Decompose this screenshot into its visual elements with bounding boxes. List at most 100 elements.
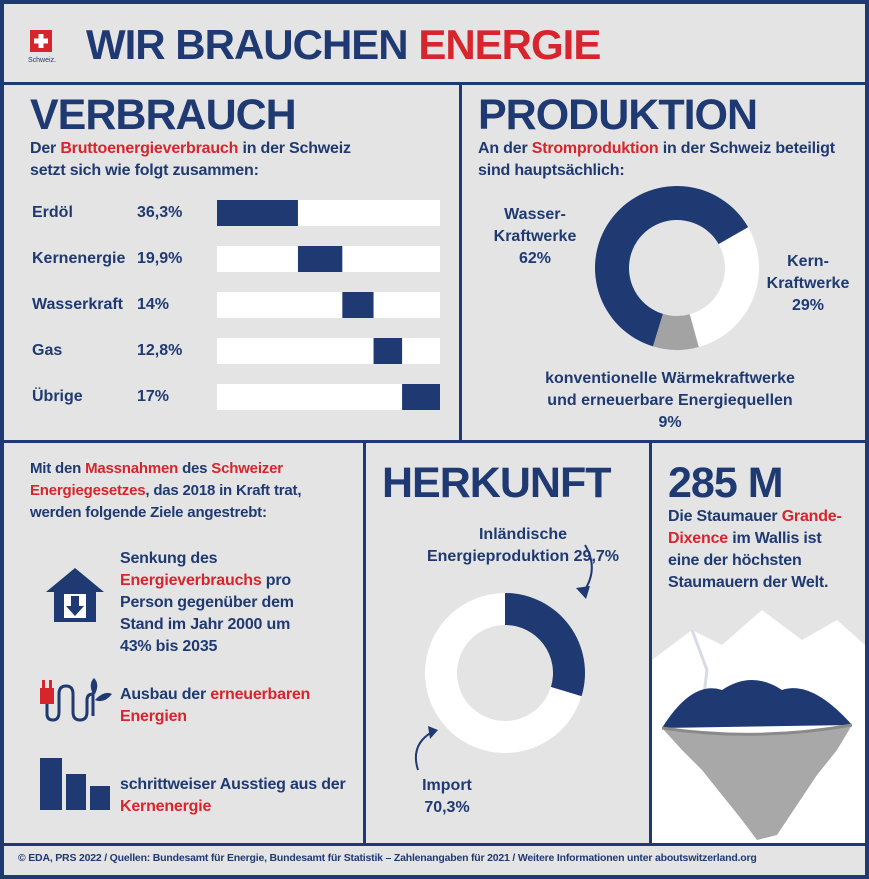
text: Ausbau der	[120, 686, 211, 703]
category-label: Gas	[32, 342, 62, 359]
value-label: 62%	[519, 250, 551, 267]
value-label: 29%	[792, 297, 824, 314]
arrow	[414, 731, 433, 771]
page-title: WIR BRAUCHEN ENERGIE	[86, 21, 601, 68]
dam-illustration	[652, 610, 865, 843]
text: An der	[478, 140, 532, 157]
text: in der Schweiz beteiligt sind hauptsächl…	[478, 140, 835, 179]
goal-text: schrittweiser Ausstieg aus der Kernenerg…	[120, 774, 350, 818]
text: Bruttoenergieverbrauch	[60, 140, 239, 157]
leaf	[90, 678, 98, 694]
section-text: An der Stromproduktion in der Schweiz be…	[478, 138, 863, 182]
category-label: Kraftwerke	[767, 275, 850, 292]
category-label: und erneuerbare Energiequellen	[547, 392, 792, 409]
arrow-head	[576, 586, 590, 599]
text: pro Person gegenüber dem Stand im Jahr 2…	[120, 572, 294, 655]
text: Der	[30, 140, 61, 157]
icon-plug	[40, 678, 112, 722]
category-label: konventionelle Wärmekraftwerke	[545, 370, 795, 387]
value-label: 70,3%	[424, 799, 469, 816]
divider	[459, 85, 462, 442]
lake	[662, 680, 852, 728]
divider	[4, 82, 865, 85]
arrow-head	[428, 726, 438, 739]
donut-segment	[425, 593, 582, 753]
plug-pin	[49, 680, 52, 688]
value-label: 36,3%	[137, 204, 182, 221]
section-title: VERBRAUCH	[30, 91, 297, 139]
icon-bar	[40, 758, 62, 810]
dam-crest	[661, 723, 853, 736]
text: Die Staumauer	[668, 508, 782, 525]
icon-bar	[66, 774, 86, 810]
text: Schweizer Energiegesetzes	[30, 460, 283, 499]
cable	[45, 684, 95, 722]
text: erneuerbaren Energien	[120, 686, 311, 725]
category-label: Kern-	[787, 253, 829, 270]
title-part: WIR BRAUCHEN	[86, 21, 419, 68]
text: Senkung des	[120, 550, 218, 567]
value-label: 14%	[137, 296, 169, 313]
text: des	[178, 460, 212, 477]
category-label: Inländische	[479, 526, 567, 543]
section-text: Mit den Massnahmen des Schweizer Energie…	[30, 458, 355, 524]
leaf	[95, 692, 112, 702]
bar	[217, 200, 298, 226]
text: Energieverbrauchs	[120, 572, 262, 589]
logo-text: Schweiz.	[28, 57, 56, 64]
bar	[297, 246, 343, 272]
bar-track	[217, 292, 440, 318]
category-label: Erdöl	[32, 204, 73, 221]
plug	[40, 688, 54, 704]
value-label: 29,7%	[574, 548, 619, 565]
icon-house	[46, 568, 104, 622]
dam	[662, 725, 852, 840]
section-title: 285 M	[668, 459, 784, 507]
text: schrittweiser Ausstieg aus der	[120, 776, 346, 793]
title-part: ENERGIE	[418, 21, 601, 68]
divider	[649, 443, 652, 845]
section-title: HERKUNFT	[382, 459, 611, 507]
category-label: Wasser-	[504, 206, 566, 223]
section-title: PRODUKTION	[478, 91, 758, 139]
logo: Schweiz.	[28, 30, 56, 64]
value-label: 9%	[658, 414, 681, 431]
goal-text: Senkung des Energieverbrauchs pro Person…	[120, 548, 320, 658]
text: Kernenergie	[120, 798, 212, 815]
category-label: Kraftwerke	[494, 228, 577, 245]
category-label: Energieproduktion	[427, 548, 569, 565]
category-label: Wasserkraft	[32, 296, 124, 313]
footer: © EDA, PRS 2022 / Quellen: Bundesamt für…	[18, 852, 757, 864]
text: Grande-Dixence	[668, 508, 842, 547]
donut-segment	[594, 186, 749, 347]
section-text: Die Staumauer Grande-Dixence im Wallis i…	[668, 506, 848, 594]
category-label: Energieproduktion 29,7%	[427, 548, 619, 565]
bar	[373, 338, 403, 364]
category-label: Import	[422, 777, 472, 794]
divider	[4, 440, 865, 443]
bar-track	[217, 338, 440, 364]
bar	[402, 384, 440, 410]
arrow	[66, 596, 84, 616]
text: Massnahmen	[85, 460, 179, 477]
category-label: Übrige	[32, 386, 83, 405]
divider	[4, 843, 865, 846]
plug-pin	[42, 680, 45, 688]
donut-segment	[505, 593, 585, 697]
value-label: 19,9%	[137, 250, 182, 267]
donut-segment	[689, 227, 759, 348]
goal-text: Ausbau der erneuerbaren Energien	[120, 684, 350, 728]
text: , das 2018 in Kraft trat, werden folgend…	[30, 482, 302, 521]
icon-bar	[90, 786, 110, 810]
text: Mit den	[30, 460, 86, 477]
text: Stromproduktion	[531, 140, 659, 157]
category-label: Kernenergie	[32, 250, 125, 267]
value-label: 17%	[137, 388, 169, 405]
section-text: Der Bruttoenergieverbrauch in der Schwei…	[30, 138, 375, 182]
text: in der Schweiz setzt sich wie folgt zusa…	[30, 140, 351, 179]
text: im Wallis ist eine der höchsten Staumaue…	[668, 530, 829, 591]
icon-bars	[40, 758, 110, 810]
bar	[342, 292, 374, 318]
